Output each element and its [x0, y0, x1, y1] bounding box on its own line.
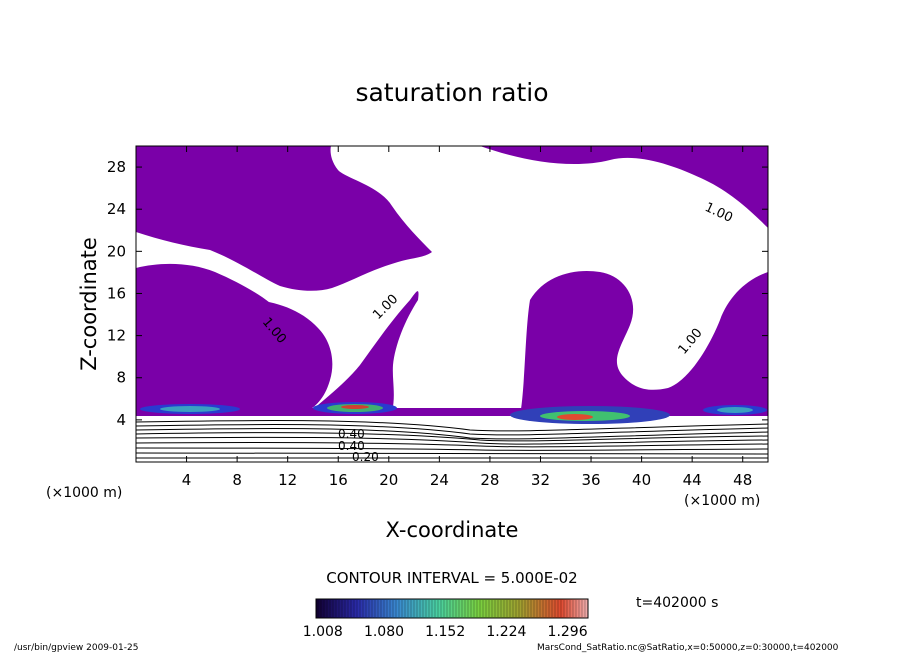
y-tick-label: 12 — [107, 327, 126, 345]
x-tick-label: 12 — [278, 471, 297, 489]
footer-right: MarsCond_SatRatio.nc@SatRatio,x=0:50000,… — [537, 643, 839, 653]
footer-left: /usr/bin/gpview 2009-01-25 — [14, 643, 138, 653]
x-tick-label: 40 — [632, 471, 651, 489]
y-axis: 4 8 12 16 20 24 28 — [107, 158, 768, 429]
y-tick-label: 28 — [107, 158, 126, 176]
colorbar-tick-label: 1.080 — [364, 624, 404, 640]
y-tick-label: 24 — [107, 200, 126, 218]
y-tick-label: 20 — [107, 242, 126, 260]
contour-label: 1.00 — [702, 200, 735, 226]
colorbar-tick-label: 1.008 — [303, 624, 343, 640]
x-tick-label: 20 — [379, 471, 398, 489]
y-tick-label: 4 — [116, 411, 126, 429]
colorbar — [315, 598, 589, 619]
plot-frame — [135, 145, 769, 463]
x-tick-label: 16 — [329, 471, 348, 489]
x-tick-label: 28 — [480, 471, 499, 489]
colorbar-tick-label: 1.152 — [425, 624, 465, 640]
x-tick-label: 44 — [683, 471, 702, 489]
x-axis-title: X-coordinate — [386, 518, 519, 542]
x-tick-label: 32 — [531, 471, 550, 489]
colorbar-tick-label: 1.296 — [548, 624, 588, 640]
x-tick-label: 24 — [430, 471, 449, 489]
contour-label: 0.20 — [352, 450, 379, 464]
colorbar-ticks: 1.008 1.080 1.152 1.224 1.296 — [303, 624, 588, 640]
chart-title: saturation ratio — [355, 78, 548, 107]
x-tick-label: 36 — [581, 471, 600, 489]
time-label: t=402000 s — [636, 595, 718, 611]
high-saturation-bands — [140, 402, 767, 424]
x-tick-label: 48 — [733, 471, 752, 489]
y-tick-label: 8 — [116, 369, 126, 387]
contour-label: 0.40 — [338, 427, 365, 441]
x-tick-label: 4 — [182, 471, 192, 489]
y-unit-label: (×1000 m) — [46, 485, 122, 501]
y-axis-title: Z-coordinate — [77, 237, 101, 371]
y-tick-label: 16 — [107, 284, 126, 302]
contour-label: 1.00 — [676, 326, 706, 358]
x-tick-label: 8 — [232, 471, 242, 489]
contour-label: 0.40 — [338, 439, 365, 453]
contour-interval: CONTOUR INTERVAL = 5.000E-02 — [326, 569, 577, 587]
low-contour-lines — [136, 419, 768, 459]
x-unit-label: (×1000 m) — [684, 493, 760, 509]
colorbar-tick-label: 1.224 — [486, 624, 526, 640]
saturated-region — [136, 146, 768, 416]
plot-area: 1.00 1.00 1.00 1.00 0.40 0.40 0.20 — [136, 146, 768, 464]
x-axis: 4 8 12 16 20 24 28 32 36 40 44 48 — [182, 146, 752, 489]
